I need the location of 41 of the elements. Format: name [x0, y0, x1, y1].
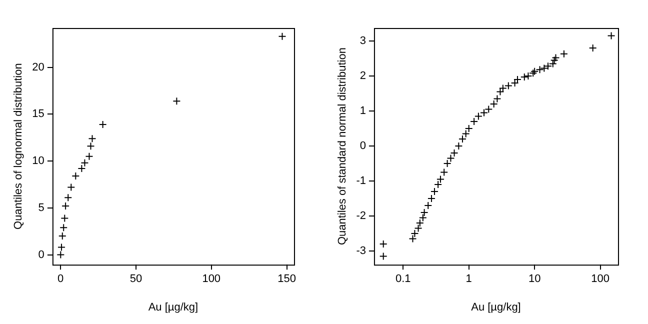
y-tick-label: 2	[360, 70, 366, 82]
y-tick-label: 3	[360, 34, 366, 47]
x-tick-label: 100	[591, 273, 610, 286]
y-tick-label: 10	[32, 155, 44, 168]
point	[172, 97, 181, 106]
x-axis-title: Au [µg/kg]	[471, 301, 521, 314]
point	[60, 224, 68, 232]
y-axis-title: Quantiles of standard normal distribution	[336, 48, 349, 246]
x-tick-label: 100	[202, 273, 221, 286]
point	[62, 202, 70, 210]
point	[72, 172, 80, 180]
y-tick-label: 1	[360, 104, 366, 117]
point	[78, 164, 86, 173]
point	[60, 214, 69, 222]
point	[67, 183, 76, 192]
point	[58, 232, 66, 240]
y-tick-label: 0	[38, 248, 44, 261]
y-tick-label: -1	[356, 174, 366, 187]
y-tick-label: 20	[32, 61, 44, 74]
y-tick-label: 15	[32, 108, 44, 120]
x-tick-label: 0	[58, 273, 64, 286]
point	[57, 243, 66, 252]
point	[278, 32, 286, 40]
x-tick-label: 0.1	[395, 273, 411, 286]
x-tick-label: 1	[466, 273, 472, 286]
x-axis-title: Au [µg/kg]	[148, 301, 198, 314]
point	[85, 152, 94, 160]
point	[98, 120, 107, 129]
point	[80, 158, 89, 167]
point	[64, 194, 72, 202]
y-tick-label: -3	[356, 244, 366, 257]
x-tick-label: 50	[130, 273, 142, 286]
y-tick-label: -2	[356, 210, 366, 222]
point	[86, 142, 95, 150]
y-tick-label: 5	[38, 202, 44, 214]
y-tick-label: 0	[360, 140, 366, 152]
point	[88, 134, 96, 143]
x-tick-label: 150	[278, 273, 296, 286]
y-axis-title: Quantiles of lognormal distribution	[12, 63, 25, 230]
point	[56, 250, 65, 259]
x-tick-label: 10	[528, 273, 541, 286]
